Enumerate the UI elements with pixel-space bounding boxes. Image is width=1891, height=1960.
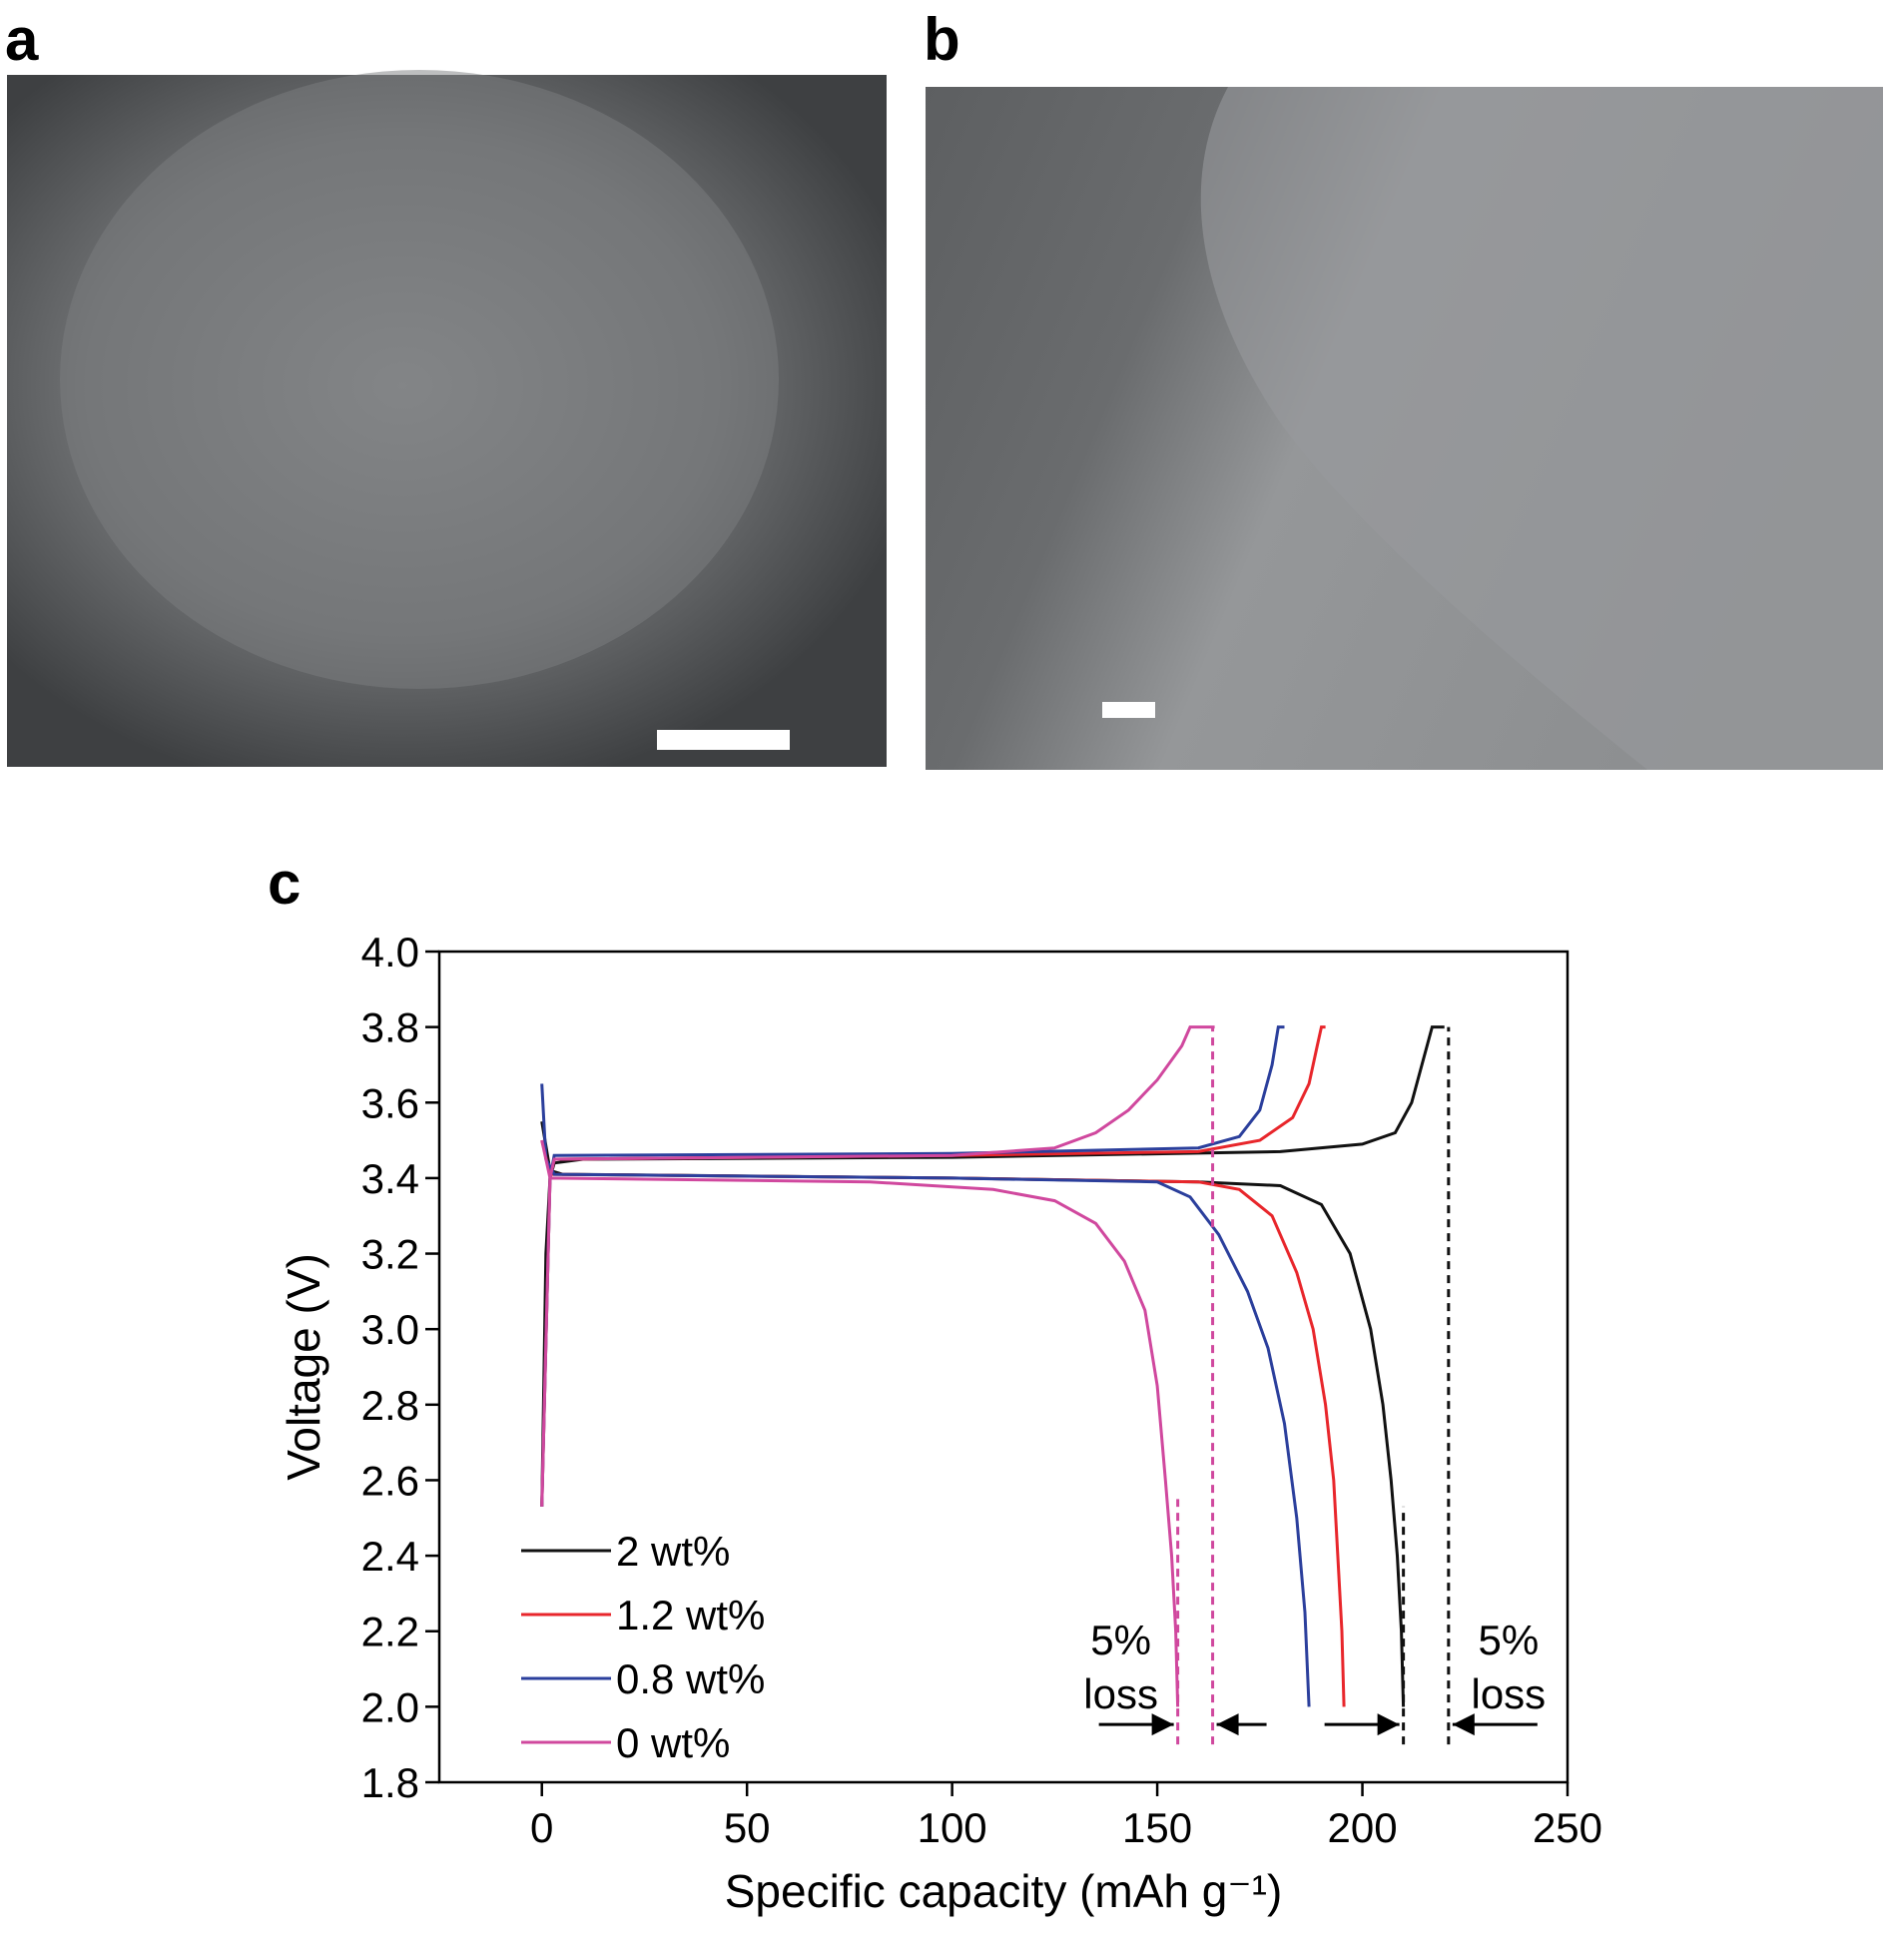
arrow-head [1216,1713,1239,1736]
y-tick-label: 3.0 [361,1306,419,1353]
y-tick-label: 2.0 [361,1683,419,1730]
scale-bar [1102,702,1155,718]
y-tick-label: 3.4 [361,1155,419,1202]
x-tick-label: 150 [1122,1804,1192,1851]
legend-label: 2 wt% [616,1528,730,1575]
y-tick-label: 2.2 [361,1609,419,1655]
y-tick-label: 2.8 [361,1382,419,1429]
y-tick-label: 1.8 [361,1759,419,1806]
series-line [540,1025,1215,1707]
plot-frame [437,950,1570,1784]
panel-label: b [924,6,960,73]
annotation: 5% [1090,1617,1151,1663]
y-tick-label: 3.8 [361,1004,419,1051]
x-tick-label: 0 [530,1804,553,1851]
arrow-head [1452,1713,1475,1736]
y-tick-label: 2.6 [361,1457,419,1504]
y-axis-label: Voltage (V) [278,1253,329,1481]
chart: 0 50 100 150 200 250 1.8 2.0 2.2 2.4 2.6 2.8 3.0 3.2 3… [278,929,1602,1917]
x-axis-label: Specific capacity (mAh g⁻¹) [725,1865,1283,1917]
y-tick-label: 4.0 [361,929,419,976]
annotation: loss [1083,1670,1158,1717]
panel-label: a [5,6,39,73]
y-tick-label: 3.2 [361,1231,419,1278]
legend-label: 0.8 wt% [616,1655,765,1702]
y-tick-label: 2.4 [361,1533,419,1580]
particle [60,70,779,689]
x-tick-label: 200 [1328,1804,1398,1851]
x-tick-label: 100 [918,1804,987,1851]
annotation: loss [1471,1670,1546,1717]
legend-label: 0 wt% [616,1719,730,1766]
scale-bar [657,730,790,750]
arrow-head [1151,1713,1174,1736]
panel-label: c [268,850,301,917]
arrow-head [1377,1713,1400,1736]
x-tick-label: 50 [724,1804,771,1851]
x-tick-label: 250 [1533,1804,1602,1851]
y-tick-label: 3.6 [361,1079,419,1126]
annotation: 5% [1478,1617,1539,1663]
particle [1200,87,1883,770]
legend-label: 1.2 wt% [616,1592,765,1638]
